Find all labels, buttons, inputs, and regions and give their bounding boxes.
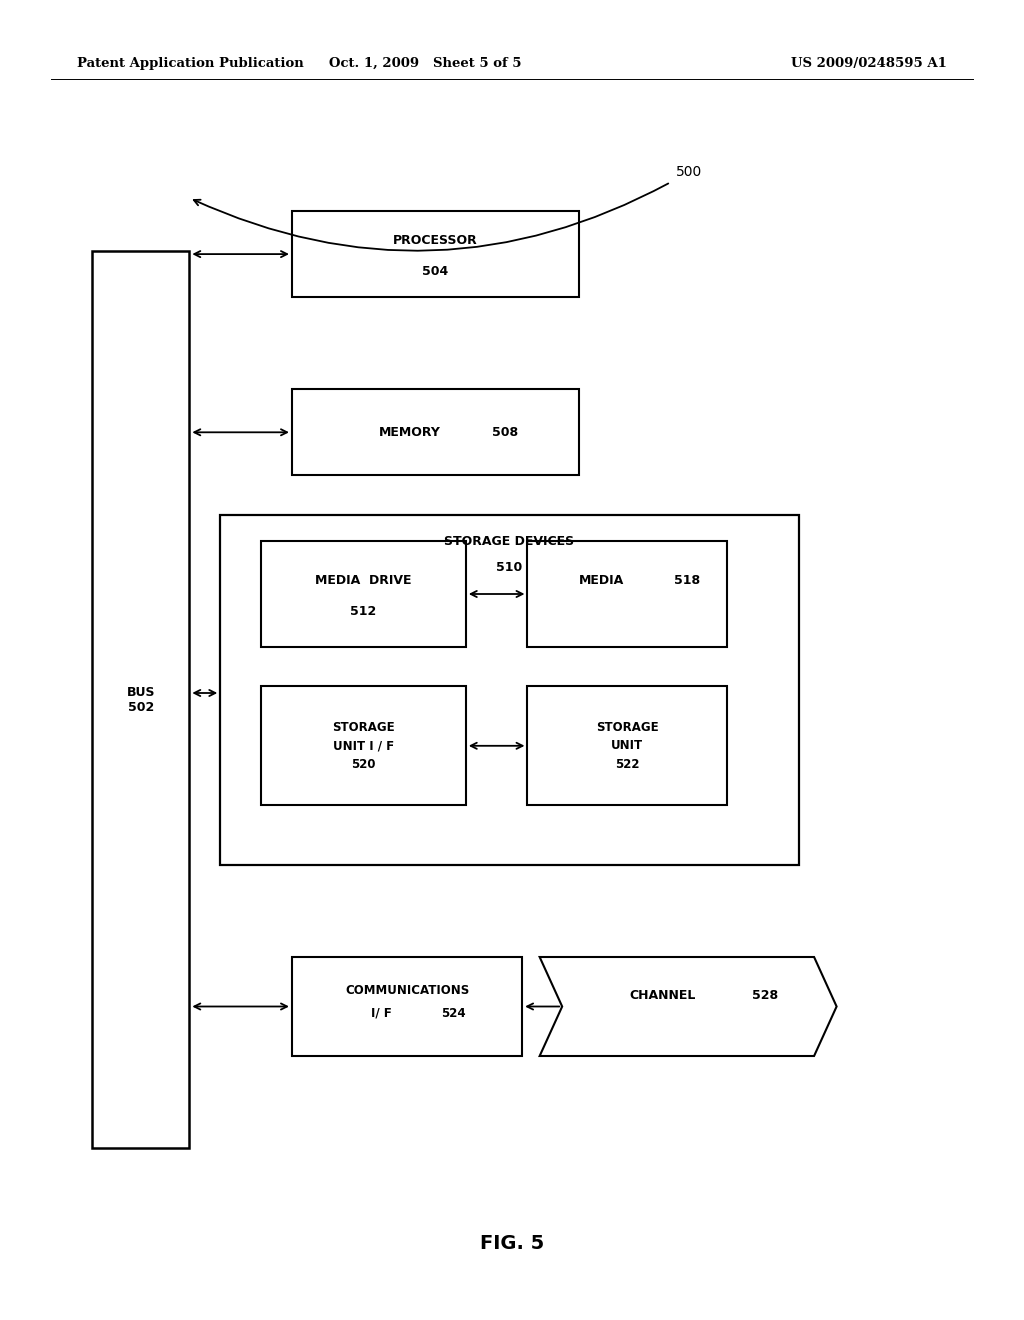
Bar [261, 686, 466, 805]
Text: 504: 504 [422, 265, 449, 277]
Text: MEDIA  DRIVE: MEDIA DRIVE [315, 574, 412, 587]
Text: STORAGE: STORAGE [332, 721, 395, 734]
Text: 510: 510 [497, 561, 522, 574]
Text: 508: 508 [492, 426, 518, 438]
Text: 522: 522 [615, 758, 639, 771]
Polygon shape [540, 957, 837, 1056]
Bar [527, 541, 727, 647]
Text: CHANNEL: CHANNEL [630, 990, 695, 1002]
Text: 520: 520 [351, 758, 376, 771]
Text: Patent Application Publication: Patent Application Publication [77, 57, 303, 70]
Bar [220, 515, 799, 865]
Text: PROCESSOR: PROCESSOR [393, 235, 477, 247]
Text: 518: 518 [674, 574, 699, 587]
Text: STORAGE: STORAGE [596, 721, 658, 734]
Text: I/ F: I/ F [371, 1007, 392, 1019]
Text: US 2009/0248595 A1: US 2009/0248595 A1 [792, 57, 947, 70]
Text: BUS
502: BUS 502 [127, 685, 155, 714]
Text: COMMUNICATIONS: COMMUNICATIONS [345, 985, 469, 997]
Text: 500: 500 [676, 165, 702, 178]
Bar [292, 211, 579, 297]
Text: UNIT: UNIT [611, 739, 643, 752]
Text: 524: 524 [440, 1007, 466, 1019]
Text: 528: 528 [752, 990, 778, 1002]
Text: Oct. 1, 2009   Sheet 5 of 5: Oct. 1, 2009 Sheet 5 of 5 [329, 57, 521, 70]
Bar [292, 957, 522, 1056]
Text: UNIT I / F: UNIT I / F [333, 739, 394, 752]
Bar [292, 389, 579, 475]
Bar [92, 251, 189, 1148]
Text: STORAGE DEVICES: STORAGE DEVICES [444, 535, 574, 548]
Bar [261, 541, 466, 647]
Bar [527, 686, 727, 805]
Text: MEDIA: MEDIA [579, 574, 625, 587]
Text: MEMORY: MEMORY [379, 426, 440, 438]
Text: FIG. 5: FIG. 5 [480, 1234, 544, 1253]
Text: 512: 512 [350, 605, 377, 618]
